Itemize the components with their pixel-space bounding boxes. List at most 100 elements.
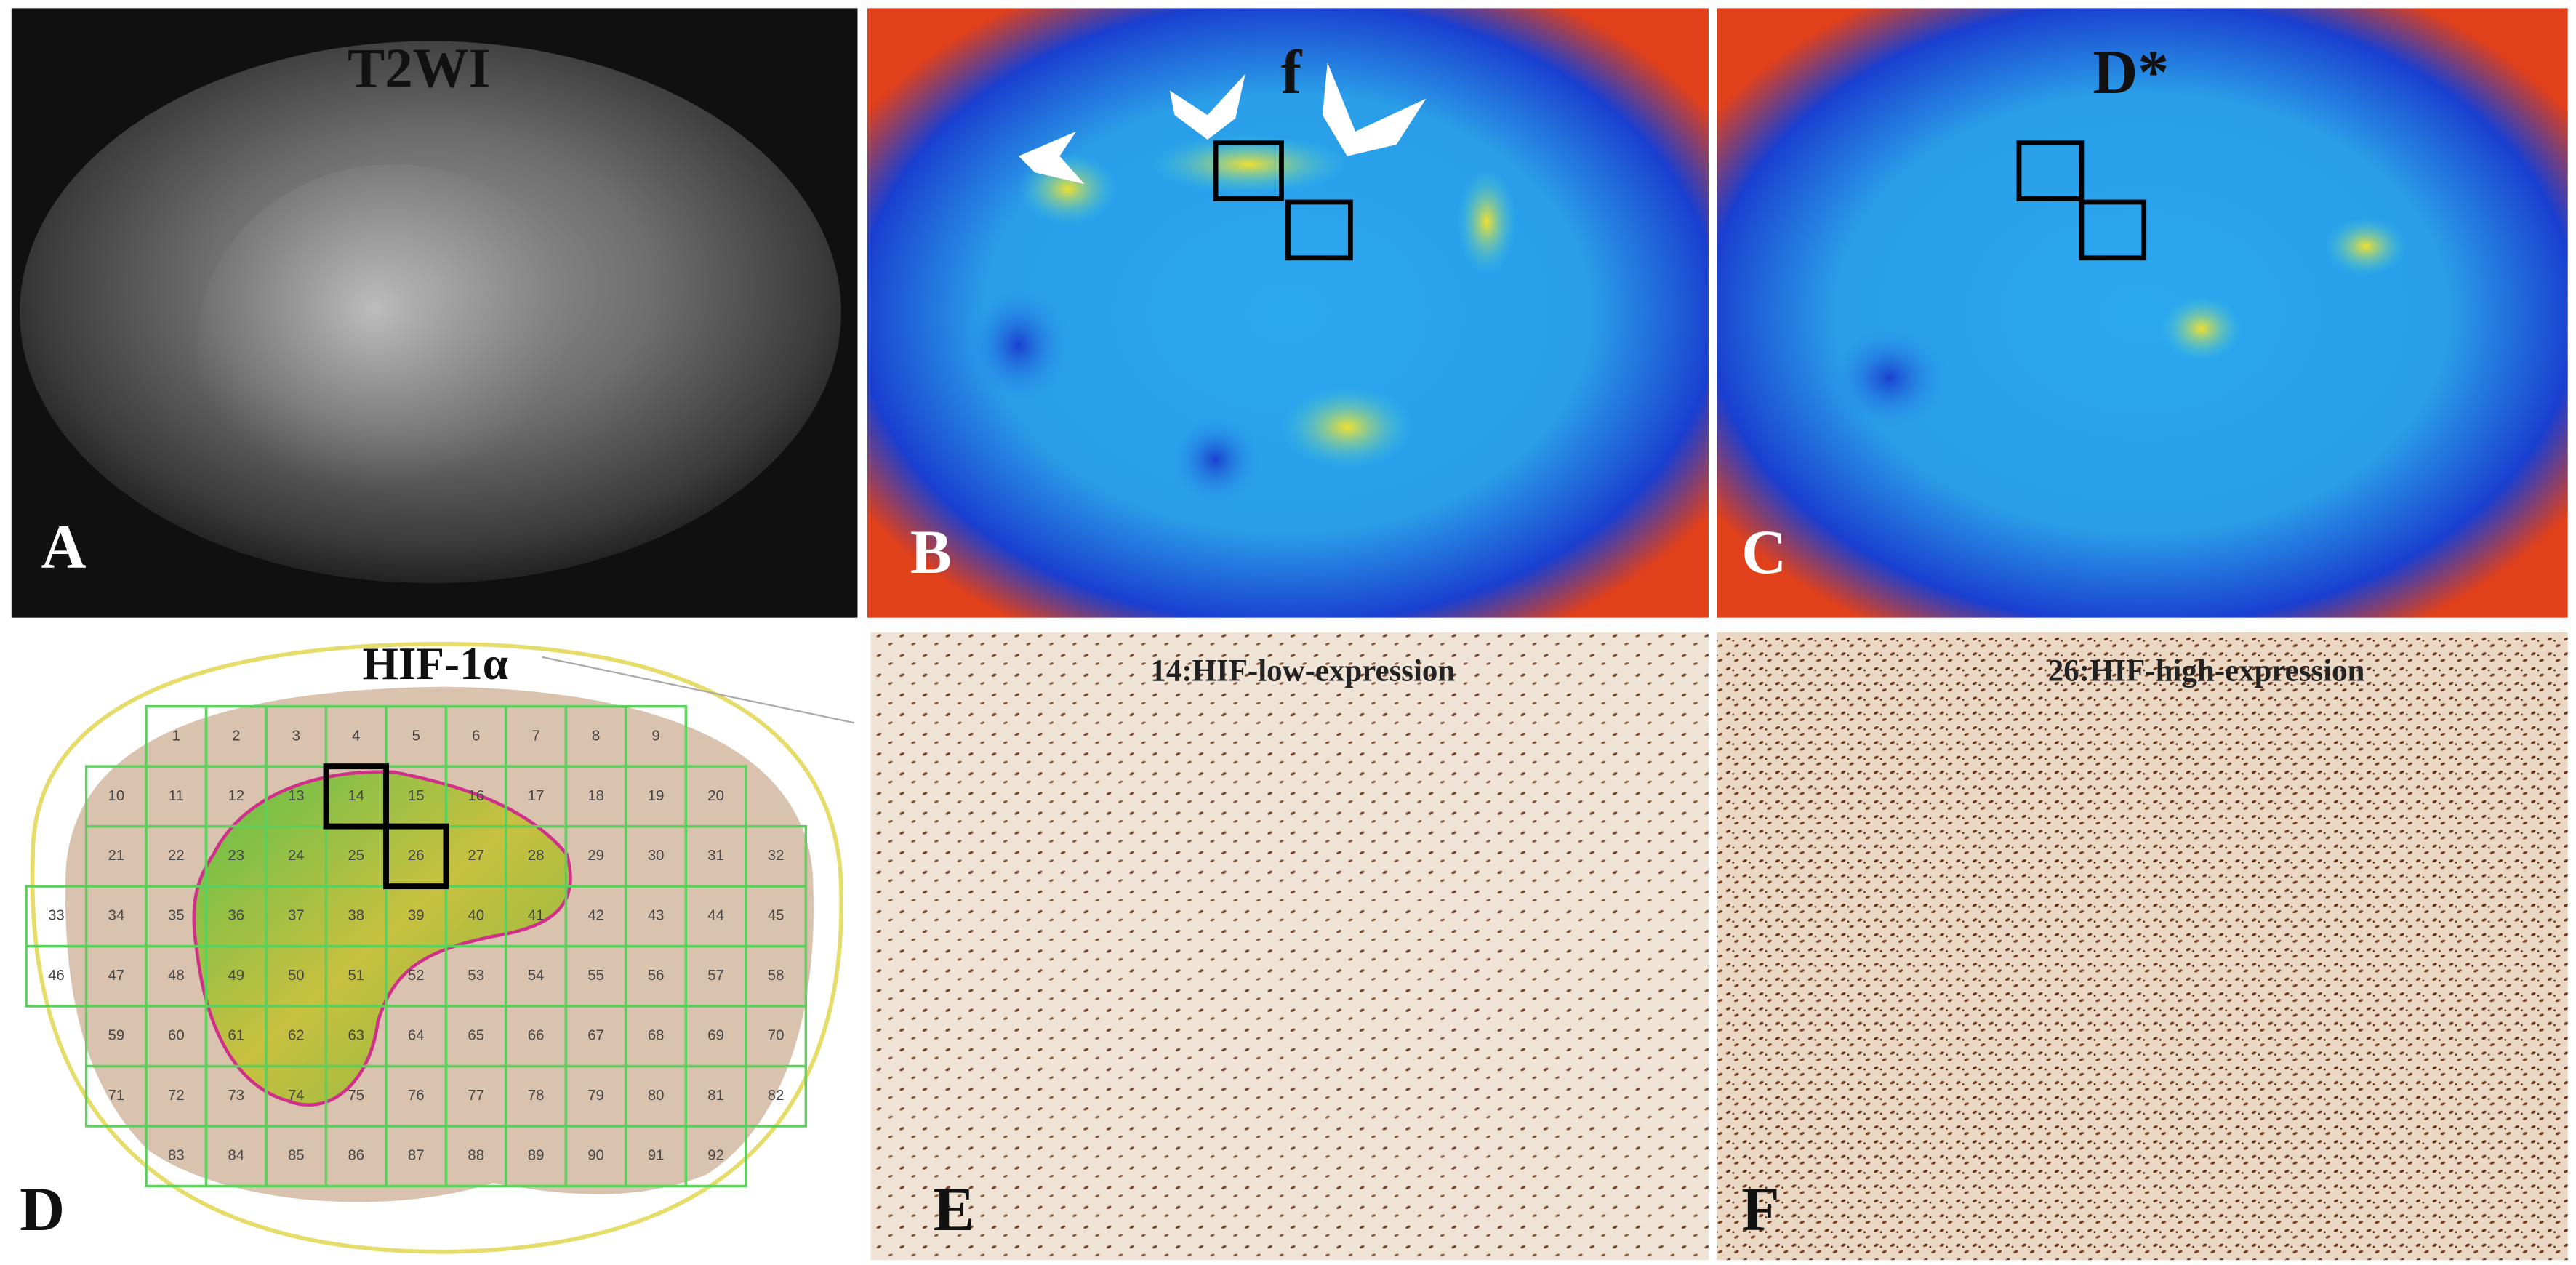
grid-cell-number: 28 (528, 848, 545, 864)
grid-cell-number: 6 (472, 728, 480, 744)
grid-cell-number: 1 (172, 728, 180, 744)
panel-title: f (1281, 37, 1303, 107)
grid-cell-number: 30 (648, 848, 665, 864)
grid-cell-number: 74 (288, 1088, 305, 1104)
blob (1166, 410, 1265, 510)
grid-cell-number: 84 (228, 1148, 245, 1164)
grid-cell-number: 13 (288, 788, 305, 804)
roi-box (1285, 199, 1353, 261)
grid-cell-number: 53 (468, 968, 484, 984)
grid-cell-number: 75 (348, 1088, 364, 1104)
grid-cell-number: 71 (108, 1088, 125, 1104)
grid-cell-number: 24 (288, 848, 305, 864)
grid-cell-number: 47 (108, 968, 125, 984)
grid-cell-number: 52 (408, 968, 425, 984)
grid-cell-number: 43 (648, 908, 665, 924)
grid-cell-number: 3 (292, 728, 300, 744)
panel-title: 14:HIF-low-expression (1150, 654, 1455, 688)
grid-cell-number: 57 (707, 968, 724, 984)
blob (2160, 295, 2243, 362)
guide-line (542, 656, 855, 724)
blob (1457, 169, 1517, 275)
grid-cell-number: 56 (648, 968, 665, 984)
grid-cell-number: 81 (707, 1088, 724, 1104)
grid-cell-number: 46 (48, 968, 65, 984)
panel-title: HIF-1α (363, 638, 508, 689)
grid-cell-number: 15 (408, 788, 425, 804)
grid-cell-number: 67 (587, 1028, 604, 1044)
panel-e (870, 632, 1709, 1261)
arrowhead (1322, 62, 1427, 156)
grid-cell-number: 26 (408, 848, 425, 864)
grid-cell-number: 10 (108, 788, 125, 804)
grid-cell-number: 91 (648, 1148, 665, 1164)
grid-cell-number: 18 (587, 788, 604, 804)
grid-cell-number: 92 (707, 1148, 724, 1164)
panel-title: 26:HIF-high-expression (2048, 654, 2365, 688)
grid-cell-number: 63 (348, 1028, 364, 1044)
grid-cell-number: 66 (528, 1028, 545, 1044)
grid-cell-number: 17 (528, 788, 545, 804)
grid-cell-number: 23 (228, 848, 245, 864)
grid-cell-number: 55 (587, 968, 604, 984)
grid-cell-number: 61 (228, 1028, 245, 1044)
grid-cell-number: 82 (768, 1088, 785, 1104)
grid-cell-number: 48 (168, 968, 185, 984)
grid-cell-number: 85 (288, 1148, 305, 1164)
grid-cell-number: 29 (587, 848, 604, 864)
grid-cell (684, 1125, 747, 1188)
blob (960, 279, 1077, 411)
grid-cell-number: 77 (468, 1088, 484, 1104)
grid-cell-number: 69 (707, 1028, 724, 1044)
grid-cell-number: 62 (288, 1028, 305, 1044)
grid-cell-number: 14 (348, 788, 364, 804)
panel-title: D* (2093, 37, 2169, 107)
grid-cell-number: 58 (768, 968, 785, 984)
grid-cell-number: 32 (768, 848, 785, 864)
grid-cell-number: 8 (592, 728, 600, 744)
grid-cell-number: 50 (288, 968, 305, 984)
grid-cell-number: 39 (408, 908, 425, 924)
grid-cell-number: 51 (348, 968, 364, 984)
grid-cell-number: 25 (348, 848, 364, 864)
grid-cell-number: 11 (169, 788, 184, 804)
grid-cell-number: 2 (232, 728, 240, 744)
grid-cell-number: 7 (532, 728, 540, 744)
grid-cell-number: 31 (707, 848, 724, 864)
grid-cell-number: 72 (168, 1088, 185, 1104)
panel-label: B (910, 517, 952, 587)
grid-cell-number: 54 (528, 968, 545, 984)
panel-c (1717, 8, 2568, 618)
grid-cell-number: 9 (651, 728, 659, 744)
grid-cell-number: 70 (768, 1028, 785, 1044)
grid-cell-number: 27 (468, 848, 484, 864)
mri-tumor (197, 164, 592, 526)
roi-box (2079, 199, 2147, 261)
grid-cell-number: 44 (707, 908, 724, 924)
panel-label: D (20, 1174, 65, 1244)
grid-cell-number: 80 (648, 1088, 665, 1104)
grid-cell-number: 35 (168, 908, 185, 924)
arrowhead (1169, 73, 1245, 140)
grid-cell (745, 1064, 808, 1128)
grid-cell-number: 89 (528, 1148, 545, 1164)
grid-cell-number: 34 (108, 908, 125, 924)
grid-cell-number: 90 (587, 1148, 604, 1164)
grid-cell-number: 33 (48, 908, 65, 924)
grid-cell-number: 73 (228, 1088, 245, 1104)
panel-label: A (41, 512, 86, 582)
grid-cell-number: 21 (108, 848, 125, 864)
grid-cell-number: 37 (288, 908, 305, 924)
grid-cell-number: 76 (408, 1088, 425, 1104)
section-outline (30, 641, 844, 1254)
grid-cell-number: 65 (468, 1028, 484, 1044)
grid-cell-number: 86 (348, 1148, 364, 1164)
arrowhead (1018, 131, 1085, 185)
grid-cell-number: 87 (408, 1148, 425, 1164)
grid-cell-number: 88 (468, 1148, 484, 1164)
grid-cell-number: 38 (348, 908, 364, 924)
grid-cell-number: 79 (587, 1088, 604, 1104)
